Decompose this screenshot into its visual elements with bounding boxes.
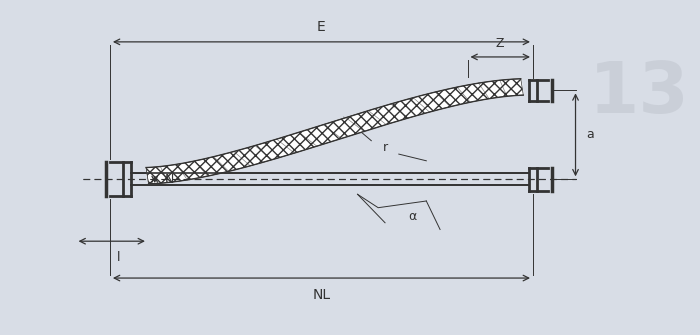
- Text: NL: NL: [312, 288, 330, 302]
- Text: r: r: [382, 141, 388, 154]
- Polygon shape: [146, 79, 524, 184]
- Text: l: l: [117, 251, 120, 264]
- Text: E: E: [317, 19, 326, 34]
- Text: α: α: [408, 210, 416, 222]
- Text: a: a: [586, 128, 594, 141]
- Polygon shape: [146, 79, 524, 184]
- Text: N: N: [165, 173, 174, 186]
- Text: Z: Z: [496, 37, 505, 50]
- Text: 13: 13: [589, 59, 690, 128]
